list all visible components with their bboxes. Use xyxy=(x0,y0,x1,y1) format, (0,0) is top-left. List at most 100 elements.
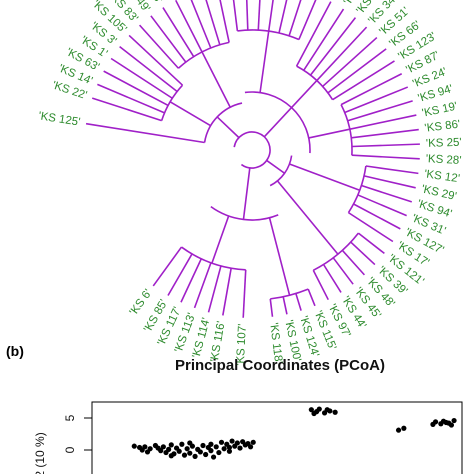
clade-stem xyxy=(259,31,270,93)
data-point xyxy=(168,453,174,459)
tip-branch xyxy=(347,100,413,122)
data-point xyxy=(131,443,137,449)
data-point xyxy=(250,439,256,445)
data-point xyxy=(200,442,206,449)
tip-branch xyxy=(357,232,385,255)
plot-frame xyxy=(91,401,463,474)
tip-branch xyxy=(349,114,417,130)
clade-stem xyxy=(242,167,251,220)
tip-label: 'KS 19' xyxy=(421,101,458,120)
tip-branch xyxy=(295,293,302,311)
data-point xyxy=(139,447,145,453)
tip-label: 'KS 118' xyxy=(267,322,284,364)
clade-arc xyxy=(180,246,246,271)
tip-branch xyxy=(245,0,249,31)
data-point xyxy=(226,444,233,451)
tip-branch xyxy=(322,36,378,88)
data-point xyxy=(234,440,240,446)
tip-branch xyxy=(348,211,394,243)
data-point xyxy=(184,446,190,452)
tip-branch xyxy=(175,0,203,53)
pcoa-points xyxy=(131,406,457,460)
tip-branch xyxy=(332,257,354,285)
tip-branch xyxy=(327,48,387,94)
clade-stem xyxy=(276,180,339,255)
clade-stem xyxy=(308,128,350,139)
clade-stem xyxy=(169,101,212,127)
tip-branch xyxy=(103,70,169,107)
tip-branch xyxy=(190,0,212,49)
y-axis-label: d.2 (10 %) xyxy=(33,432,47,474)
tip-branch xyxy=(309,17,357,76)
tip-branch xyxy=(350,241,376,266)
tip-branch xyxy=(298,0,317,40)
tip-branch xyxy=(316,26,368,82)
tip-branch xyxy=(269,298,274,317)
tip-branch xyxy=(222,268,232,316)
data-point xyxy=(144,449,151,455)
clade-stem xyxy=(289,163,360,192)
tip-label: 'KS 12' xyxy=(423,168,460,185)
tip-branch xyxy=(312,269,329,301)
data-point xyxy=(187,440,193,446)
data-point xyxy=(448,422,455,428)
tip-branch xyxy=(351,128,419,139)
data-point xyxy=(213,444,219,450)
clade-stem xyxy=(266,159,286,174)
tip-branch xyxy=(180,258,203,303)
tip-label: 'KS 86' xyxy=(424,119,461,135)
data-point xyxy=(247,444,254,450)
clade-stem xyxy=(211,215,230,264)
data-point xyxy=(218,439,225,445)
data-point xyxy=(179,441,185,447)
data-point xyxy=(210,454,217,460)
tip-branch xyxy=(332,60,395,101)
clade-stem xyxy=(268,217,291,296)
data-point xyxy=(203,451,209,458)
data-point xyxy=(160,444,166,450)
tip-branch xyxy=(361,184,413,203)
data-point xyxy=(395,427,402,433)
tip-branch xyxy=(119,45,178,93)
tip-branch xyxy=(205,0,221,46)
tip-branch xyxy=(288,0,302,37)
tip-branch xyxy=(278,0,288,34)
tip-branch xyxy=(138,24,179,69)
tip-branch xyxy=(344,86,409,114)
data-point xyxy=(401,425,407,431)
tip-branch xyxy=(110,57,173,99)
data-point xyxy=(308,407,314,413)
y-tick-label-5: 5 xyxy=(63,414,77,421)
clade-arc xyxy=(269,155,293,187)
tip-branch xyxy=(219,0,230,43)
data-point xyxy=(237,445,243,451)
clade-stem xyxy=(201,51,231,108)
data-point xyxy=(158,448,164,454)
data-point xyxy=(311,410,317,417)
tip-branch xyxy=(193,262,212,309)
tip-branch xyxy=(357,194,407,217)
tip-branch xyxy=(150,15,187,63)
tip-branch xyxy=(207,265,222,313)
clade-stem xyxy=(290,79,318,109)
tip-branch xyxy=(363,175,416,189)
dendrogram-branches xyxy=(85,0,420,318)
tip-label: 'KS 28' xyxy=(425,153,461,167)
pcoa-title: Principal Coordinates (PCoA) xyxy=(175,357,385,374)
tip-branch xyxy=(152,246,183,287)
data-point xyxy=(166,446,172,452)
dendrogram: 'KS 125''KS 22''KS 14''KS 63''KS 1''KS 3… xyxy=(38,0,462,366)
tip-branch xyxy=(307,288,316,307)
tip-branch xyxy=(91,97,162,122)
tip-branch xyxy=(353,203,401,230)
data-point xyxy=(208,448,214,454)
data-point xyxy=(176,448,182,454)
tip-branch xyxy=(162,7,195,58)
tip-branch xyxy=(341,249,366,276)
data-point xyxy=(221,446,227,452)
tip-branch xyxy=(267,0,274,32)
data-point xyxy=(192,453,198,459)
tip-branch xyxy=(128,34,184,86)
clade-arc xyxy=(233,131,271,169)
